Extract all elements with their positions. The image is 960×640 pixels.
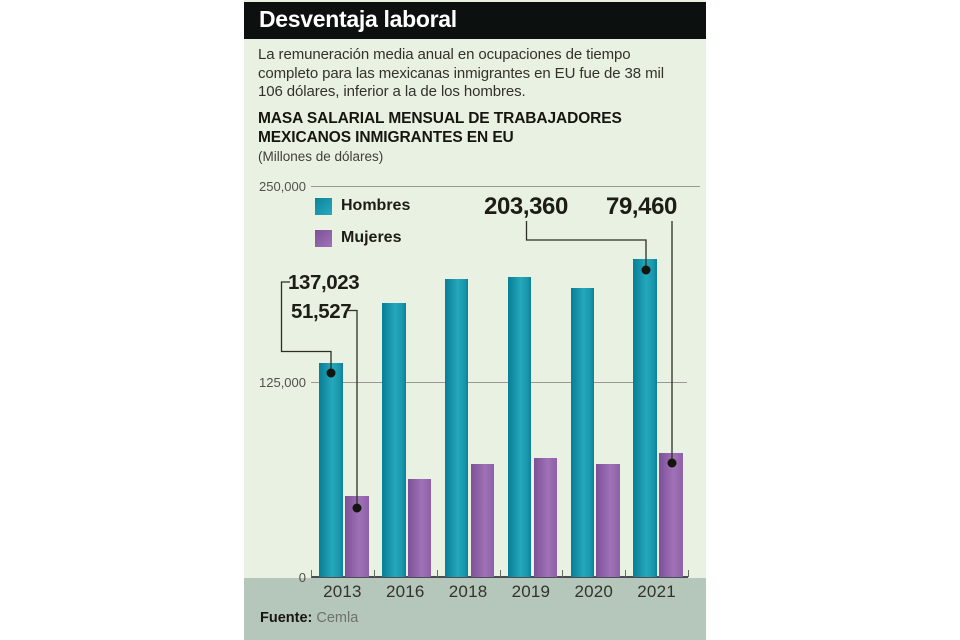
x-tick-mark (562, 570, 564, 577)
x-label-2016: 2016 (385, 582, 425, 601)
bar-mujeres-2018 (470, 464, 495, 577)
header-bar: Desventaja laboral (244, 2, 706, 39)
bar-mujeres-2019 (533, 458, 557, 577)
source-value: Cemla (316, 610, 359, 626)
legend-swatch-mujeres (315, 229, 332, 247)
bar-hombres-2013 (319, 362, 343, 577)
intro-line: completo para las mexicanas inmigrantes … (258, 64, 664, 82)
gridline-125000 (311, 381, 687, 383)
bar-hombres-2018 (444, 279, 469, 577)
intro-text: La remuneración media anual en ocupacion… (258, 46, 698, 102)
bar-hombres-2021 (633, 258, 657, 577)
y-tick-label: 0 (298, 570, 306, 585)
page-title: Desventaja laboral (259, 6, 457, 32)
x-tick-mark (688, 570, 689, 577)
intro-line: 106 dólares, inferior a la de los hombre… (258, 83, 526, 100)
bar-hombres-2016 (382, 303, 406, 577)
footer-band (244, 578, 706, 640)
bar-mujeres-2020 (596, 464, 620, 577)
legend-label-hombres: Hombres (341, 197, 411, 214)
infographic-panel: Desventaja laboral La remuneración media… (244, 0, 706, 640)
legend-item-hombres: Hombres (315, 197, 410, 215)
legend-label-mujeres: Mujeres (341, 229, 402, 246)
chart-title-line: MASA SALARIAL MENSUAL DE TRABAJADORES (258, 110, 622, 127)
bar-mujeres-2013 (345, 496, 369, 577)
y-tick-label: 125,000 (259, 374, 306, 390)
y-tick-label: 250,000 (259, 179, 306, 194)
x-label-2021: 2021 (637, 582, 676, 601)
bar-hombres-2019 (507, 276, 532, 577)
source-line: Fuente: Cemla (260, 610, 358, 626)
x-tick-mark (436, 570, 438, 577)
x-label-2018: 2018 (448, 582, 488, 601)
x-axis-baseline (311, 576, 688, 578)
x-label-2020: 2020 (574, 582, 614, 601)
legend-swatch-hombres (315, 197, 332, 215)
gridline-250000 (311, 186, 700, 187)
bar-chart: 0 125,000 250,000 2013 2016 2018 2019 2020 2021 (244, 0, 706, 640)
bar-hombres-2020 (570, 288, 595, 577)
chart-title: MASA SALARIAL MENSUAL DE TRABAJADORES ME… (258, 109, 688, 147)
x-tick-mark (625, 570, 627, 577)
bar-mujeres-2021 (659, 452, 683, 577)
intro-line: La remuneración media anual en ocupacion… (258, 46, 631, 63)
x-label-2013: 2013 (323, 582, 362, 601)
chart-title-line: MEXICANOS INMIGRANTES EN EU (258, 129, 514, 146)
x-tick-mark (499, 570, 501, 577)
x-tick-mark (373, 570, 375, 577)
source-label: Fuente: (260, 610, 313, 626)
annotation-mujeres-2021: 79,460 (606, 193, 678, 220)
legend-item-mujeres: Mujeres (315, 229, 401, 247)
annotation-hombres-2021: 203,360 (484, 193, 568, 220)
bar-mujeres-2016 (407, 479, 432, 577)
x-label-2019: 2019 (511, 582, 551, 601)
chart-units-label: (Millones de dólares) (258, 149, 384, 164)
x-tick-mark (311, 570, 312, 577)
